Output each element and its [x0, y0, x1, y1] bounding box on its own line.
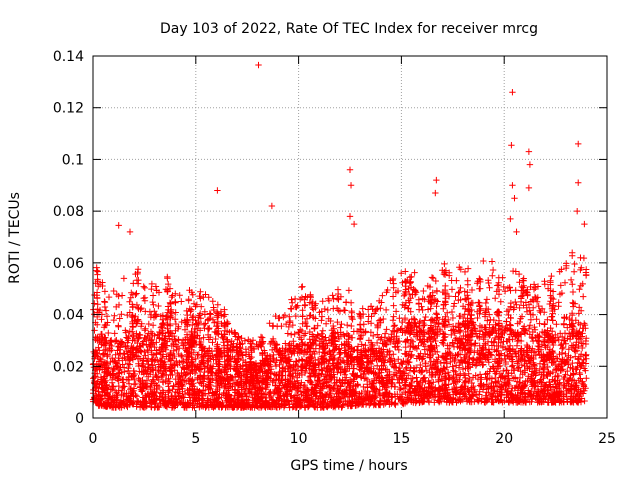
- x-tick-label: 10: [290, 431, 308, 447]
- data-points: [89, 61, 590, 411]
- outlier-point-22: [507, 215, 514, 223]
- outlier-point-5: [526, 161, 534, 168]
- outlier-point-6: [346, 166, 354, 173]
- y-tick-label: 0.08: [53, 204, 84, 220]
- scatter-point-cloud: [89, 249, 590, 411]
- axes: [92, 55, 608, 419]
- outlier-point-19: [350, 220, 358, 228]
- y-tick-label: 0.04: [53, 308, 84, 324]
- y-tick-label: 0.06: [53, 256, 84, 272]
- outlier-point-0: [255, 61, 262, 69]
- outlier-point-8: [433, 176, 440, 184]
- x-tick-label: 25: [598, 431, 616, 447]
- outlier-point-11: [575, 179, 582, 186]
- x-axis-label: GPS time / hours: [290, 458, 407, 474]
- outlier-point-9: [432, 189, 439, 197]
- outlier-point-2: [575, 140, 582, 148]
- x-tick-label: 20: [495, 431, 513, 447]
- plot-frame: [92, 55, 608, 419]
- outlier-point-12: [509, 182, 516, 189]
- outlier-point-10: [525, 184, 533, 192]
- outlier-point-17: [573, 207, 581, 215]
- tick-labels: 0 5 10 15 20 25 0 0.02 0.04 0.06 0.08 0.1 0.12 0.14: [53, 49, 616, 447]
- outlier-point-18: [115, 222, 122, 229]
- outlier-point-16: [346, 213, 354, 220]
- outlier-point-3: [508, 142, 515, 149]
- y-tick-label: 0.1: [62, 152, 84, 168]
- outlier-point-13: [214, 187, 221, 194]
- y-tick-label: 0.02: [53, 359, 84, 375]
- outlier-point-15: [511, 195, 518, 202]
- outlier-point-4: [525, 148, 533, 155]
- outlier-point-21: [126, 228, 134, 236]
- y-tick-label: 0.14: [53, 49, 84, 65]
- grid: [93, 56, 607, 418]
- y-tick-label: 0.12: [53, 101, 84, 117]
- outlier-point-1: [509, 89, 516, 96]
- outlier-point-14: [268, 202, 276, 210]
- x-tick-label: 0: [89, 431, 98, 447]
- outlier-point-23: [513, 228, 520, 236]
- chart-title: Day 103 of 2022, Rate Of TEC Index for r…: [160, 21, 538, 37]
- x-tick-label: 15: [392, 431, 410, 447]
- outlier-point-7: [347, 182, 355, 189]
- y-tick-label: 0: [75, 411, 84, 427]
- x-tick-label: 5: [191, 431, 200, 447]
- outlier-point-20: [581, 220, 588, 228]
- y-axis-label: ROTI / TECUs: [7, 192, 23, 284]
